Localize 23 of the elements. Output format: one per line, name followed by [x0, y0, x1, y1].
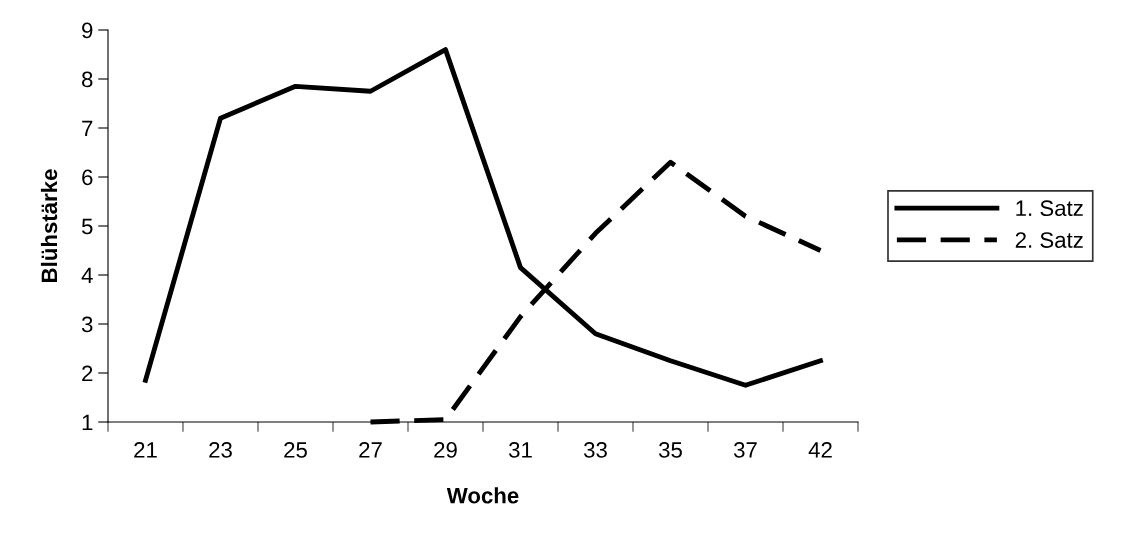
y-tick-label: 3	[81, 316, 93, 333]
x-tick-label: 27	[359, 442, 382, 458]
y-tick-label: 4	[81, 267, 93, 284]
y-tick-label: 7	[82, 120, 93, 137]
x-tick-label: 23	[209, 442, 232, 458]
y-tick-label: 2	[82, 365, 93, 382]
y-tick-label: 8	[82, 71, 93, 88]
y-tick-label: 6	[82, 169, 93, 186]
x-axis-title: Woche	[446, 487, 519, 504]
x-tick-label: 33	[583, 442, 607, 458]
x-tick-label: 42	[808, 442, 832, 458]
x-tick-label: 37	[733, 442, 757, 458]
x-tick-label: 29	[434, 442, 457, 458]
x-tick-label: 31	[508, 442, 532, 458]
legend-label: 2. Satz	[1015, 232, 1083, 248]
y-tick-label: 9	[82, 22, 93, 39]
x-tick-label: 35	[658, 442, 682, 458]
y-axis-title: Blühstärke	[40, 169, 58, 282]
x-tick-label: 21	[134, 442, 157, 458]
x-tick-label: 25	[284, 442, 307, 458]
legend-label: 1. Satz	[1016, 200, 1083, 217]
y-tick-label: 5	[81, 218, 93, 235]
y-tick-label: 1	[82, 414, 93, 431]
